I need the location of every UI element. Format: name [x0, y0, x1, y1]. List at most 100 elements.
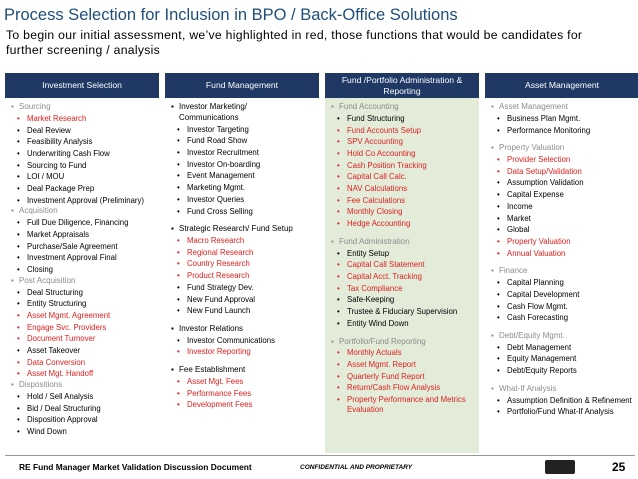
list-item: Annual Valuation: [491, 248, 637, 260]
section-heading: Acquisition: [11, 206, 137, 217]
list-item: Provider Selection: [491, 154, 637, 166]
list-item: Hold / Sell Analysis: [11, 391, 157, 403]
list-item: Quarterly Fund Report: [331, 371, 477, 383]
list-item: Capital Call Calc.: [331, 171, 477, 183]
list-item: Assumption Validation: [491, 177, 637, 189]
subtitle: To begin our initial assessment, we’ve h…: [6, 28, 583, 57]
column: Asset ManagementAsset ManagementBusiness…: [485, 73, 638, 453]
list-item: Investor Queries: [171, 194, 317, 206]
list-item: Macro Research: [171, 235, 317, 247]
list-item: Capital Expense: [491, 189, 637, 201]
section-heading: Debt/Equity Mgmt.: [491, 331, 617, 342]
list-item: Entity Wind Down: [331, 318, 477, 330]
list-item: Debt/Equity Reports: [491, 365, 637, 377]
section: Post AcquisitionDeal StructuringEntity S…: [11, 276, 157, 380]
section-heading: Investor Relations: [171, 324, 297, 335]
column-header: Investment Selection: [5, 73, 159, 98]
section-heading: Portfolio/Fund Reporting: [331, 337, 457, 348]
list-item: Capital Planning: [491, 277, 637, 289]
column-body: SourcingMarket ResearchDeal ReviewFeasib…: [5, 98, 159, 453]
page-number: 25: [612, 460, 626, 474]
list-item: Business Plan Mgmt.: [491, 113, 637, 125]
list-item: Closing: [11, 264, 157, 276]
list-item: Income: [491, 201, 637, 213]
list-item: Trustee & Fiduciary Supervision: [331, 306, 477, 318]
list-item: Engage Svc. Providers: [11, 322, 157, 334]
list-item: Asset Mgmt. Report: [331, 359, 477, 371]
list-item: Assumption Definition & Refinement: [491, 395, 637, 407]
section: Strategic Research/ Fund SetupMacro Rese…: [171, 224, 317, 317]
list-item: Asset Mgmt. Agreement: [11, 310, 157, 322]
section: AcquisitionFull Due Diligence, Financing…: [11, 206, 157, 275]
list-item: Wind Down: [11, 426, 157, 438]
list-item: Full Due Diligence, Financing: [11, 217, 157, 229]
list-item: Monthly Actuals: [331, 347, 477, 359]
list-item: Purchase/Sale Agreement: [11, 241, 157, 253]
list-item: Capital Acct. Tracking: [331, 271, 477, 283]
section: What-If AnalysisAssumption Definition & …: [491, 384, 637, 418]
section-heading: Dispositions: [11, 380, 137, 391]
column-header: Asset Management: [485, 73, 638, 98]
list-item: SPV Accounting: [331, 136, 477, 148]
section: Fund AccountingFund StructuringFund Acco…: [331, 102, 477, 230]
column: Investment Selection SourcingMarket Resea…: [5, 73, 159, 453]
list-item: Deal Package Prep: [11, 183, 157, 195]
column-header: Fund /Portfolio Administration & Reporti…: [325, 73, 479, 98]
list-item: Data Conversion: [11, 357, 157, 369]
footer-rule: [5, 455, 635, 456]
list-item: Property Valuation: [491, 236, 637, 248]
list-item: Country Research: [171, 258, 317, 270]
section: SourcingMarket ResearchDeal ReviewFeasib…: [11, 102, 157, 206]
list-item: Fund Strategy Dev.: [171, 282, 317, 294]
list-item: Performance Fees: [171, 388, 317, 400]
list-item: New Fund Approval: [171, 294, 317, 306]
list-item: Portfolio/Fund What-If Analysis: [491, 406, 637, 418]
footer-title: RE Fund Manager Market Validation Discus…: [19, 462, 252, 472]
list-item: Data Setup/Validation: [491, 166, 637, 178]
list-item: Monthly Closing: [331, 206, 477, 218]
section: Fee EstablishmentAsset Mgt. FeesPerforma…: [171, 365, 317, 411]
list-item: Investor Reporting: [171, 346, 317, 358]
list-item: Tax Compliance: [331, 283, 477, 295]
section: DispositionsHold / Sell AnalysisBid / De…: [11, 380, 157, 438]
list-item: Disposition Approval: [11, 414, 157, 426]
list-item: NAV Calculations: [331, 183, 477, 195]
footer-confidential: CONFIDENTIAL AND PROPRIETARY: [300, 464, 413, 471]
list-item: Capital Call Statement: [331, 259, 477, 271]
list-item: Marketing Mgmt.: [171, 182, 317, 194]
list-item: Property Performance and Metrics Evaluat…: [331, 395, 477, 415]
section: Fund AdministrationEntity SetupCapital C…: [331, 237, 477, 330]
list-item: Investor Recruitment: [171, 147, 317, 159]
title: Process Selection for Inclusion in BPO /…: [4, 6, 458, 24]
list-item: Fund Road Show: [171, 135, 317, 147]
section-heading: Sourcing: [11, 102, 137, 113]
list-item: Document Turnover: [11, 333, 157, 345]
column: Fund Management Investor Marketing/ Commu…: [165, 73, 319, 453]
list-item: Investor Targeting: [171, 124, 317, 136]
list-item: Asset Mgt. Handoff: [11, 368, 157, 380]
column-body: Fund AccountingFund StructuringFund Acco…: [325, 98, 479, 453]
list-item: Equity Management: [491, 353, 637, 365]
list-item: Market: [491, 213, 637, 225]
list-item: Performance Monitoring: [491, 125, 637, 137]
section: Investor RelationsInvestor Communication…: [171, 324, 317, 358]
list-item: Market Research: [11, 113, 157, 125]
column-body: Investor Marketing/ CommunicationsInvest…: [165, 98, 319, 453]
section-heading: Post Acquisition: [11, 276, 137, 287]
list-item: Return/Cash Flow Analysis: [331, 382, 477, 394]
logo: [545, 460, 575, 474]
list-item: Market Appraisals: [11, 229, 157, 241]
column: Fund /Portfolio Administration & Reporti…: [325, 73, 479, 453]
section: FinanceCapital PlanningCapital Developme…: [491, 266, 637, 324]
list-item: Product Research: [171, 270, 317, 282]
section-heading: Property Valuation: [491, 143, 617, 154]
list-item: Investor On-boarding: [171, 159, 317, 171]
section-heading: Investor Marketing/ Communications: [171, 102, 297, 124]
column-body: Asset ManagementBusiness Plan Mgmt.Perfo…: [485, 98, 638, 453]
list-item: Feasibility Analysis: [11, 136, 157, 148]
section-heading: Strategic Research/ Fund Setup: [171, 224, 297, 235]
columns: Investment Selection SourcingMarket Resea…: [5, 73, 638, 453]
section: Property ValuationProvider SelectionData…: [491, 143, 637, 259]
section-heading: Asset Management: [491, 102, 617, 113]
